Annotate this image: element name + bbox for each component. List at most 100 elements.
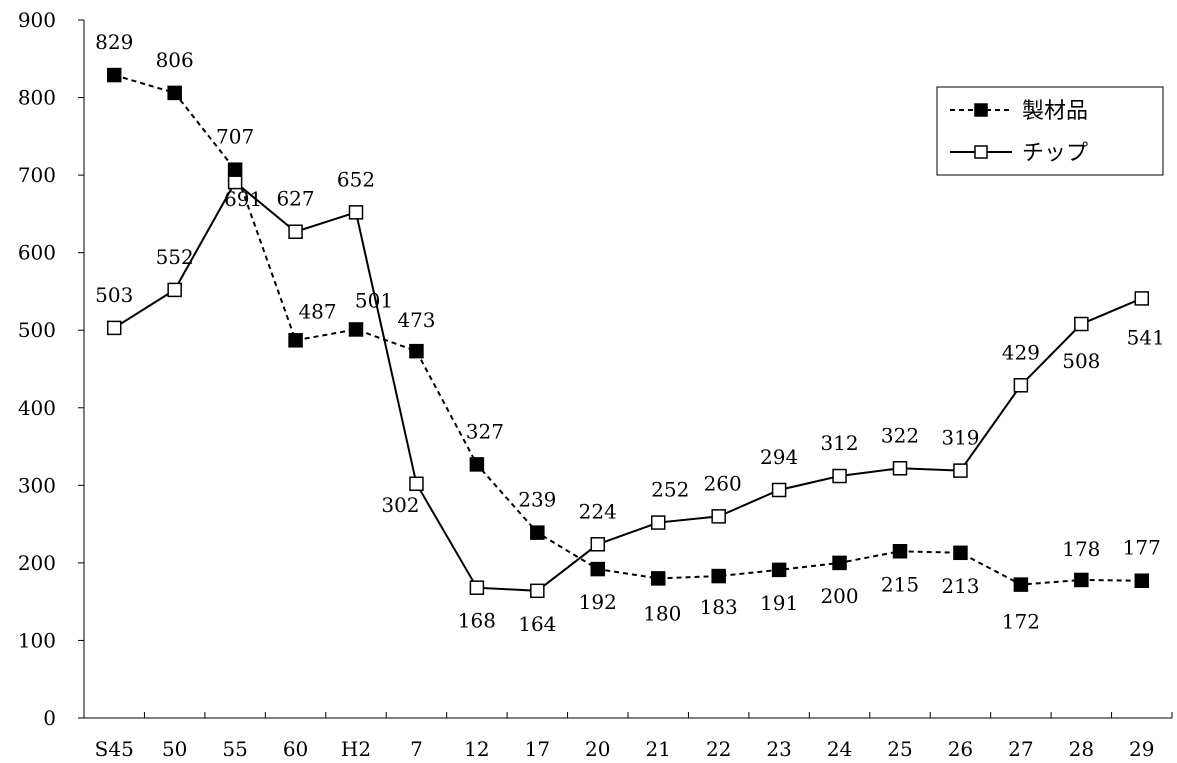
marker-series-0-point-1 <box>167 85 182 101</box>
data-label-series-1: 508 <box>1062 349 1100 373</box>
x-tick-label: 27 <box>1008 737 1033 761</box>
x-tick-label: 21 <box>645 737 670 761</box>
marker-series-0-point-9 <box>650 571 666 586</box>
marker-series-0-point-11 <box>771 562 787 578</box>
marker-series-1-point-1 <box>167 282 182 298</box>
data-label-series-1: 627 <box>276 187 314 211</box>
marker-series-1-point-15 <box>1013 378 1029 393</box>
marker-series-0-point-2 <box>227 162 243 177</box>
x-tick-label: 60 <box>283 737 308 761</box>
data-label-series-0: 191 <box>760 591 798 615</box>
data-label-series-1: 541 <box>1127 325 1165 349</box>
y-axis-ticks: 0 100 200 300 400 500 600 700 800 900 <box>18 8 84 730</box>
marker-series-1-point-9 <box>650 515 666 530</box>
y-tick-label: 700 <box>18 163 56 187</box>
x-tick-label: S45 <box>95 737 134 761</box>
y-tick-label: 500 <box>18 318 56 342</box>
y-tick-label: 900 <box>18 8 56 32</box>
data-label-series-0: 707 <box>216 125 254 149</box>
marker-series-1-point-0 <box>106 320 122 336</box>
marker-series-1-point-14 <box>953 463 968 478</box>
marker-series-1-point-6 <box>469 580 485 595</box>
marker-series-0-point-13 <box>892 544 908 559</box>
y-tick-label: 800 <box>18 86 56 110</box>
series-line-1 <box>113 180 1143 592</box>
data-label-series-1: 260 <box>704 471 742 495</box>
marker-series-0-point-8 <box>590 561 606 577</box>
data-label-series-1: 503 <box>95 283 133 307</box>
series-line-0 <box>113 74 1142 586</box>
marker-series-1-point-5 <box>409 476 424 492</box>
marker-series-1-point-16 <box>1074 316 1089 332</box>
data-label-series-0: 213 <box>941 574 979 598</box>
marker-series-0-point-5 <box>409 343 424 359</box>
data-label-series-1: 429 <box>1002 340 1040 364</box>
data-label-series-1: 168 <box>458 609 496 633</box>
legend-label-series-0: 製材品 <box>1022 99 1088 124</box>
marker-series-0-point-7 <box>530 525 545 540</box>
marker-series-0-point-0 <box>106 67 122 83</box>
data-label-series-0: 501 <box>355 288 393 312</box>
marker-series-1-point-3 <box>288 224 303 239</box>
data-label-series-0: 239 <box>518 488 556 512</box>
marker-series-1-point-13 <box>892 461 908 476</box>
data-label-series-1: 224 <box>579 499 617 523</box>
data-label-series-1: 652 <box>337 167 375 191</box>
y-tick-label: 400 <box>18 396 56 420</box>
marker-series-1-point-12 <box>832 468 847 484</box>
marker-series-0-point-3 <box>288 333 303 348</box>
legend-marker-series-0 <box>974 103 988 117</box>
x-tick-label: 28 <box>1069 737 1094 761</box>
x-tick-label: 24 <box>827 737 852 761</box>
x-tick-label: 55 <box>222 737 247 761</box>
data-label-series-1: 302 <box>381 493 419 517</box>
y-tick-label: 200 <box>18 551 56 575</box>
x-tick-label: 22 <box>706 737 731 761</box>
marker-series-1-point-10 <box>711 509 726 524</box>
marker-series-0-point-6 <box>469 457 485 472</box>
x-tick-label: 29 <box>1129 737 1154 761</box>
data-label-series-0: 177 <box>1123 536 1161 560</box>
legend-marker-series-1 <box>974 145 988 159</box>
legend-box <box>936 86 1164 176</box>
data-label-series-1: 312 <box>820 431 858 455</box>
marker-series-1-point-8 <box>590 537 606 552</box>
data-label-series-0: 192 <box>579 590 617 614</box>
y-tick-label: 0 <box>43 706 56 730</box>
data-label-series-0: 215 <box>881 572 919 596</box>
data-label-series-1: 319 <box>941 426 979 450</box>
x-axis-ticks: S45 50 55 60 H2 7 12 17 20 21 22 23 24 25 26 27 28 29 <box>83 712 1173 761</box>
x-tick-label: 17 <box>525 737 550 761</box>
y-tick-label: 300 <box>18 473 56 497</box>
y-tick-label: 100 <box>18 628 56 652</box>
marker-series-0-point-17 <box>1134 573 1150 588</box>
data-label-series-1: 322 <box>881 423 919 447</box>
data-label-series-0: 487 <box>298 299 336 323</box>
marker-series-1-point-4 <box>348 205 364 220</box>
data-label-series-1: 252 <box>651 478 689 502</box>
x-tick-label: 50 <box>162 737 187 761</box>
marker-series-0-point-12 <box>832 555 847 571</box>
marker-series-0-point-4 <box>348 322 364 337</box>
x-tick-label: 12 <box>464 737 489 761</box>
marker-series-0-point-15 <box>1013 577 1029 592</box>
data-label-series-0: 829 <box>95 30 133 54</box>
data-label-series-0: 200 <box>820 584 858 608</box>
series-lines <box>113 74 1143 592</box>
x-tick-label: 26 <box>948 737 973 761</box>
x-tick-label: 25 <box>887 737 912 761</box>
series-markers <box>106 67 1150 599</box>
data-label-series-0: 806 <box>156 48 194 72</box>
x-tick-label: H2 <box>341 737 371 761</box>
data-label-series-0: 183 <box>700 595 738 619</box>
data-label-series-0: 327 <box>466 419 504 443</box>
x-tick-label: 23 <box>766 737 791 761</box>
legend: 製材品 チップ <box>936 86 1164 176</box>
marker-series-0-point-16 <box>1074 572 1089 588</box>
data-label-series-0: 172 <box>1002 610 1040 634</box>
data-label-series-1: 552 <box>156 245 194 269</box>
y-tick-label: 600 <box>18 241 56 265</box>
marker-series-1-point-11 <box>771 482 787 498</box>
